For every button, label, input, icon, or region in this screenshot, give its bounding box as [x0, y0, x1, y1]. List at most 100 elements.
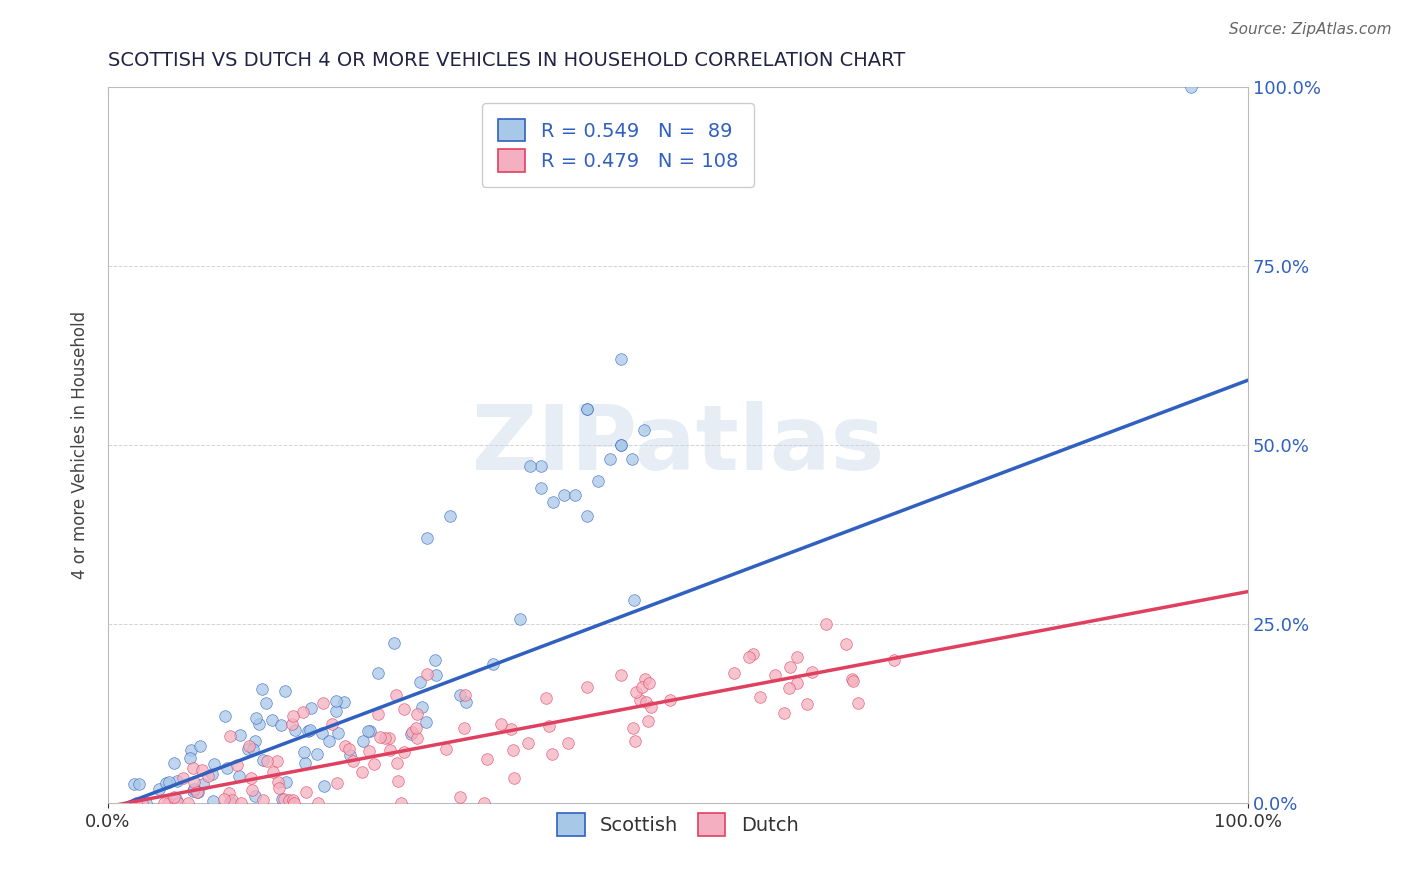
Point — [517, 736, 540, 750]
Point — [148, 781, 170, 796]
Point — [499, 723, 522, 737]
Point — [434, 742, 457, 756]
Point — [624, 685, 647, 699]
Point — [763, 668, 786, 682]
Point — [357, 744, 380, 758]
Point — [283, 796, 305, 810]
Point — [586, 474, 609, 488]
Point — [131, 796, 153, 810]
Point — [423, 653, 446, 667]
Point — [299, 723, 322, 737]
Point — [186, 785, 208, 799]
Point — [342, 754, 364, 768]
Point — [299, 701, 322, 715]
Point — [659, 692, 682, 706]
Point — [270, 792, 292, 806]
Point — [846, 696, 869, 710]
Point — [156, 796, 179, 810]
Point — [333, 739, 356, 753]
Point — [796, 697, 818, 711]
Point — [357, 723, 380, 738]
Point — [135, 796, 157, 810]
Point — [201, 794, 224, 808]
Point — [155, 775, 177, 789]
Point — [392, 745, 415, 759]
Point — [181, 761, 204, 775]
Point — [337, 742, 360, 756]
Point — [472, 796, 495, 810]
Point — [416, 531, 439, 545]
Point — [534, 691, 557, 706]
Point — [509, 612, 531, 626]
Point — [835, 637, 858, 651]
Point — [387, 773, 409, 788]
Point — [503, 771, 526, 785]
Point — [628, 693, 651, 707]
Point — [786, 649, 808, 664]
Point — [311, 726, 333, 740]
Point — [321, 716, 343, 731]
Point — [786, 676, 808, 690]
Point — [191, 764, 214, 778]
Point — [311, 696, 333, 710]
Point — [181, 784, 204, 798]
Point — [326, 726, 349, 740]
Point — [738, 649, 761, 664]
Point — [292, 745, 315, 759]
Point — [502, 743, 524, 757]
Point — [229, 728, 252, 742]
Point — [475, 752, 498, 766]
Point — [283, 792, 305, 806]
Point — [326, 775, 349, 789]
Point — [312, 780, 335, 794]
Point — [453, 688, 475, 702]
Point — [530, 459, 553, 474]
Point — [277, 796, 299, 810]
Point — [779, 660, 801, 674]
Point — [262, 765, 284, 780]
Point — [610, 438, 633, 452]
Point — [389, 796, 412, 810]
Point — [201, 767, 224, 781]
Point — [519, 459, 541, 474]
Point — [238, 739, 260, 753]
Point — [295, 785, 318, 799]
Point — [449, 790, 471, 805]
Point — [186, 785, 208, 799]
Point — [294, 756, 316, 770]
Point — [575, 401, 598, 416]
Point — [214, 709, 236, 723]
Point — [177, 796, 200, 810]
Point — [252, 793, 274, 807]
Point — [359, 724, 381, 739]
Point — [1180, 79, 1202, 94]
Point — [225, 758, 247, 772]
Point — [218, 786, 240, 800]
Point — [405, 721, 427, 735]
Legend: Scottish, Dutch: Scottish, Dutch — [550, 805, 806, 844]
Point — [425, 668, 447, 682]
Point — [228, 769, 250, 783]
Point — [482, 657, 505, 671]
Point — [842, 673, 865, 688]
Point — [318, 733, 340, 747]
Point — [385, 756, 408, 770]
Point — [247, 717, 270, 731]
Point — [382, 636, 405, 650]
Point — [610, 668, 633, 682]
Point — [163, 756, 186, 770]
Point — [221, 793, 243, 807]
Point — [157, 775, 180, 789]
Point — [305, 747, 328, 762]
Point — [267, 774, 290, 789]
Point — [297, 723, 319, 738]
Point — [640, 700, 662, 714]
Point — [122, 777, 145, 791]
Point — [307, 796, 329, 810]
Point — [631, 681, 654, 695]
Point — [401, 725, 423, 739]
Point — [273, 792, 295, 806]
Point — [256, 754, 278, 768]
Point — [453, 722, 475, 736]
Point — [599, 452, 621, 467]
